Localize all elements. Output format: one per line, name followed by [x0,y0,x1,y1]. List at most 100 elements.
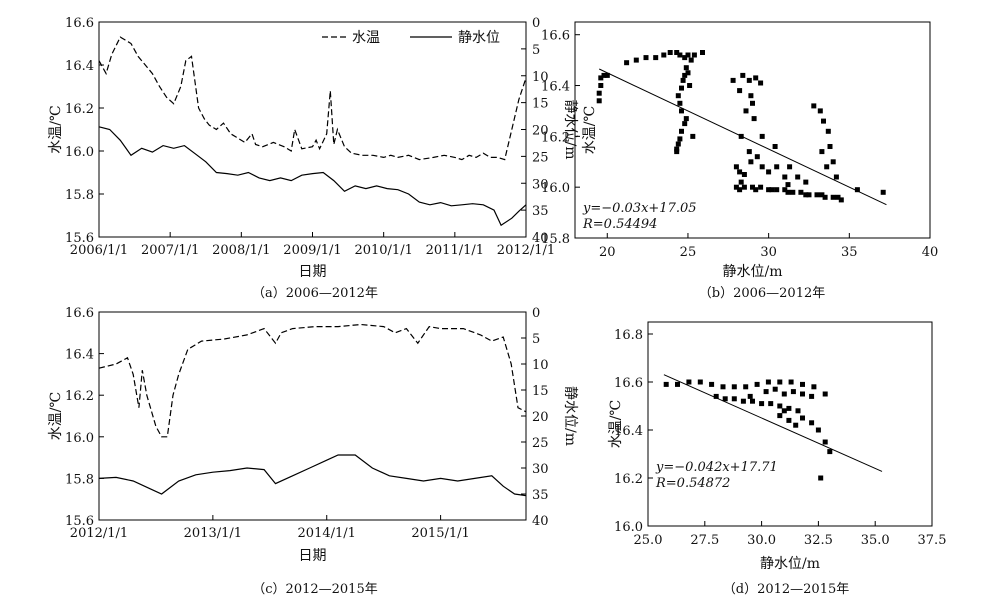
scatter-point [663,381,669,387]
y-axis-label-right: 静水位/m [562,386,578,446]
scatter-point [643,55,649,61]
scatter-point [753,187,759,193]
scatter-point [824,164,830,170]
scatter-point [786,405,792,411]
y-tick-label-left: 16.6 [65,16,94,31]
y-tick-label-right: 10 [532,70,549,85]
series-line-water-temp [98,36,527,161]
y-tick-label-left: 16.4 [65,59,94,74]
scatter-point [748,93,754,99]
panel-d: 25.0 27.5 30.0 32.5 35.0 37.5 16.0 16.2 16.4 16.6… [608,321,947,597]
y-tick-label-right: 0 [532,16,540,31]
scatter-point [743,384,749,390]
scatter-point [835,194,841,200]
scatter-point [781,408,787,414]
x-tick-label: 30.0 [747,533,776,548]
y-tick-label: 16.0 [614,520,643,535]
y-tick-label-right: 20 [532,124,549,139]
scatter-point [680,77,686,83]
y-axis-label-left: 水温/℃ [48,105,64,153]
scatter-point [809,420,815,426]
x-axis-label: 日期 [299,264,327,280]
scatter-point [682,72,688,78]
panel-b: 20 25 30 35 4015.816.016.216.416.6静水位/m水温/℃y… [541,21,939,301]
x-tick-label: 27.5 [690,533,719,548]
scatter-point [758,80,764,86]
scatter-point [819,192,825,198]
scatter-point [803,179,809,185]
legend-label-water-level: 静水位 [458,30,500,46]
scatter-point [713,393,719,399]
y-tick-label-left: 15.8 [65,188,94,203]
x-tick-label: 37.5 [918,533,947,548]
scatter-point [769,187,775,193]
scatter-point [800,381,805,387]
scatter-point [803,192,809,198]
scatter-point [733,164,739,170]
y-tick-label-right: 5 [532,332,540,347]
scatter-point [677,136,683,142]
x-tick-label: 32.5 [804,533,833,548]
scatter-point [667,50,673,55]
x-axis-label: 静水位/m [760,556,820,572]
scatter-point [731,396,737,402]
panel-caption: （d）2012—2015年 [723,582,850,597]
y-axis-label-right: 静水位/m [562,100,578,160]
scatter-point [759,133,765,139]
y-tick-label-left: 16.4 [65,348,94,363]
correlation-coefficient: R=0.54872 [655,476,730,491]
scatter-point [818,475,824,481]
y-tick-label-right: 10 [532,358,549,373]
scatter-point [596,98,602,104]
y-tick-label-right: 0 [532,306,540,321]
scatter-point [720,384,726,390]
panel-c-plot-frame [98,311,527,521]
scatter-point [624,60,630,66]
y-tick-label-left: 15.6 [65,231,94,246]
scatter-point [854,187,860,193]
x-tick-label: 25 [680,245,697,260]
scatter-point [781,391,787,397]
scatter-point [786,417,792,423]
scatter-point [682,121,688,127]
scatter-point [817,108,823,114]
scatter-point [748,159,754,165]
x-tick-label: 30 [760,245,777,260]
scatter-point [772,144,778,149]
y-tick-label-right: 40 [532,514,549,529]
panel-b-plot-frame [574,21,931,239]
scatter-point [759,164,765,170]
y-tick-label-right: 35 [532,204,549,219]
y-tick-label-right: 5 [532,43,540,58]
scatter-point [811,103,817,109]
x-tick-label: 40 [922,245,939,260]
scatter-point [686,379,692,385]
scatter-point [731,384,737,390]
y-tick-label-left: 16.2 [65,102,94,117]
scatter-point [679,128,684,134]
y-tick-label-left: 16.2 [65,389,94,404]
x-tick-label: 2012/1/1 [497,243,555,258]
scatter-point [690,133,696,139]
y-tick-label-right: 40 [532,231,549,246]
x-tick-label: 2014/1/1 [298,526,356,541]
scatter-point [653,55,659,61]
scatter-point [833,174,839,180]
scatter-point [800,391,805,397]
y-tick-label-left: 16.0 [65,431,94,446]
scatter-point [709,381,715,387]
scatter-point [777,379,783,385]
x-axis-label: 日期 [299,548,327,564]
scatter-point [722,396,728,402]
scatter-point [800,415,805,421]
scatter-point [746,77,752,83]
y-axis-label: 水温/℃ [582,106,598,154]
scatter-point [633,57,639,63]
y-axis-label: 水温/℃ [608,400,624,448]
x-tick-label: 2010/1/1 [354,243,412,258]
x-tick-label: 2006/1/1 [70,243,128,258]
scatter-point [661,52,667,58]
scatter-point [679,108,684,114]
scatter-point [790,189,796,195]
series-line-water-level [98,126,527,227]
